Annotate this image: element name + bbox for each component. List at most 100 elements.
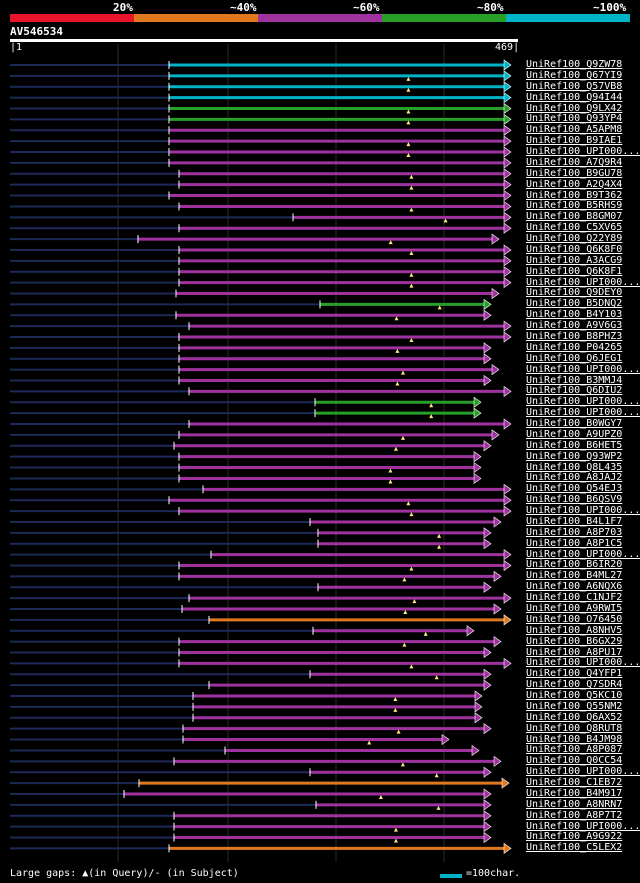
- hit-arrow: [503, 157, 512, 169]
- hit-arrow: [503, 385, 512, 397]
- hit-label[interactable]: UniRef100_Q8RUT8: [526, 722, 623, 734]
- hit-arrow: [503, 59, 512, 71]
- hit-label[interactable]: UniRef100_C5XV65: [526, 222, 623, 234]
- hit-arrow: [503, 549, 512, 561]
- hit-label[interactable]: UniRef100_UPI000...: [526, 146, 640, 158]
- hit-label[interactable]: UniRef100_Q6K8F1: [526, 265, 623, 277]
- hit-label[interactable]: UniRef100_Q67YI9: [526, 69, 623, 81]
- hit-label[interactable]: UniRef100_A8NHV5: [526, 624, 623, 636]
- hit-label[interactable]: UniRef100_A8PU17: [526, 646, 623, 658]
- hit-label[interactable]: UniRef100_Q55NM2: [526, 700, 623, 712]
- hit-label[interactable]: UniRef100_B4L1F7: [526, 515, 623, 527]
- hit-label[interactable]: UniRef100_C1NJF2: [526, 592, 623, 604]
- hit-label[interactable]: UniRef100_A9G922: [526, 831, 623, 843]
- ruler-start: |1: [10, 42, 23, 53]
- hit-label[interactable]: UniRef100_A9RWI5: [526, 603, 623, 614]
- hit-label[interactable]: UniRef100_Q6K8F0: [526, 243, 623, 255]
- hit-label[interactable]: UniRef100_B6GX29: [526, 635, 623, 647]
- hit-label[interactable]: UniRef100_A8JAJ2: [526, 472, 623, 484]
- hit-label[interactable]: UniRef100_UPI000...: [526, 548, 640, 560]
- hit-label[interactable]: UniRef100_A2Q4X4: [526, 178, 623, 190]
- hit-label[interactable]: UniRef100_B0WGY7: [526, 418, 623, 430]
- hit-arrow: [491, 429, 500, 441]
- hit-label[interactable]: UniRef100_B5DNQ2: [526, 298, 623, 310]
- hit-arrow: [503, 842, 512, 854]
- hit-label[interactable]: UniRef100_C5LEX2: [526, 842, 623, 854]
- hit-label[interactable]: UniRef100_A6NQX6: [526, 581, 623, 593]
- hit-arrow: [503, 168, 512, 180]
- hit-label[interactable]: UniRef100_B4JM98: [526, 733, 623, 745]
- hit-label[interactable]: UniRef100_UPI000...: [526, 276, 640, 288]
- hit-label[interactable]: UniRef100_B3MMJ4: [526, 374, 623, 386]
- hit-arrow: [483, 527, 492, 539]
- hit-label[interactable]: UniRef100_A8P087: [526, 744, 623, 756]
- hit-label[interactable]: UniRef100_UPI000...: [526, 363, 640, 375]
- hit-label[interactable]: UniRef100_UPI000...: [526, 820, 640, 832]
- hit-arrow: [483, 788, 492, 800]
- hit-label[interactable]: UniRef100_A5APM8: [526, 124, 623, 136]
- hit-label[interactable]: UniRef100_Q6AX52: [526, 711, 623, 723]
- hit-arrow: [503, 124, 512, 136]
- hit-arrow: [503, 200, 512, 213]
- gap-marker: [409, 272, 414, 277]
- hit-label[interactable]: UniRef100_B4ML27: [526, 570, 623, 582]
- hit-label[interactable]: UniRef100_A9V6G3: [526, 320, 623, 332]
- gap-marker: [409, 185, 414, 190]
- hit-label[interactable]: UniRef100_Q6JEG1: [526, 352, 623, 364]
- hit-arrow: [503, 113, 512, 125]
- hit-label[interactable]: UniRef100_B6IR20: [526, 559, 623, 571]
- scale-label: ~80%: [477, 1, 504, 14]
- hit-label[interactable]: UniRef100_A8P1C5: [526, 537, 623, 549]
- hit-label[interactable]: UniRef100_A8NRN7: [526, 798, 623, 810]
- hit-label[interactable]: UniRef100_B6QSV9: [526, 494, 623, 506]
- hit-label[interactable]: UniRef100_UPI000...: [526, 407, 640, 419]
- hit-label[interactable]: UniRef100_Q9DEY0: [526, 287, 623, 299]
- hit-label[interactable]: UniRef100_Q4YFP1: [526, 668, 623, 680]
- hit-label[interactable]: UniRef100_P04265: [526, 341, 623, 353]
- hit-label[interactable]: UniRef100_Q93WP2: [526, 450, 623, 462]
- hit-arrow: [503, 179, 512, 191]
- hit-label[interactable]: UniRef100_Q5KC10: [526, 690, 623, 702]
- hit-label[interactable]: UniRef100_B5RHS9: [526, 200, 623, 212]
- hit-label[interactable]: UniRef100_Q9ZW78: [526, 59, 623, 70]
- hit-label[interactable]: UniRef100_A9UPZ0: [526, 428, 623, 440]
- hit-arrow: [503, 81, 512, 93]
- hit-label[interactable]: UniRef100_Q9LX42: [526, 102, 623, 114]
- hit-label[interactable]: UniRef100_B9GU78: [526, 167, 623, 179]
- hit-label[interactable]: UniRef100_B8PHZ3: [526, 331, 623, 342]
- hit-label[interactable]: UniRef100_UPI000...: [526, 766, 640, 778]
- hit-label[interactable]: UniRef100_UPI000...: [526, 396, 640, 408]
- hit-label[interactable]: UniRef100_A7Q9R4: [526, 156, 623, 168]
- hit-label[interactable]: UniRef100_B6HET5: [526, 439, 623, 451]
- hit-label[interactable]: UniRef100_C1EB72: [526, 777, 623, 789]
- hit-arrow: [501, 777, 510, 789]
- hit-arrow: [503, 211, 512, 223]
- hit-label[interactable]: UniRef100_O76450: [526, 613, 623, 625]
- hit-arrow: [483, 679, 492, 691]
- gap-marker: [395, 348, 400, 353]
- hit-label[interactable]: UniRef100_UPI000...: [526, 657, 640, 669]
- hit-label[interactable]: UniRef100_B9T362: [526, 189, 623, 201]
- hit-label[interactable]: UniRef100_B4Y103: [526, 309, 623, 321]
- hit-label[interactable]: UniRef100_Q94I44: [526, 91, 623, 103]
- gap-marker: [412, 599, 417, 604]
- gap-marker: [409, 207, 414, 212]
- hit-label[interactable]: UniRef100_B9IAE1: [526, 135, 623, 147]
- hit-label[interactable]: UniRef100_A3ACG9: [526, 254, 623, 266]
- hit-label[interactable]: UniRef100_Q93YP4: [526, 113, 623, 125]
- hit-label[interactable]: UniRef100_Q54EJ3: [526, 483, 623, 495]
- hit-label[interactable]: UniRef100_UPI000...: [526, 505, 640, 517]
- gap-marker: [423, 631, 428, 636]
- hit-label[interactable]: UniRef100_Q8L435: [526, 461, 623, 473]
- hit-label[interactable]: UniRef100_Q22Y89: [526, 233, 623, 245]
- hit-label[interactable]: UniRef100_A8P703: [526, 526, 623, 538]
- scale-segment: [134, 14, 258, 22]
- hit-label[interactable]: UniRef100_Q57VB8: [526, 80, 623, 92]
- hit-label[interactable]: UniRef100_Q7SDR4: [526, 679, 623, 691]
- gap-marker: [443, 218, 448, 223]
- hit-label[interactable]: UniRef100_Q0CC54: [526, 755, 623, 767]
- hit-label[interactable]: UniRef100_A8P7T2: [526, 809, 623, 821]
- hit-label[interactable]: UniRef100_B8GM07: [526, 211, 623, 223]
- hit-label[interactable]: UniRef100_B4M917: [526, 787, 623, 799]
- hit-label[interactable]: UniRef100_Q6DIU2: [526, 385, 623, 397]
